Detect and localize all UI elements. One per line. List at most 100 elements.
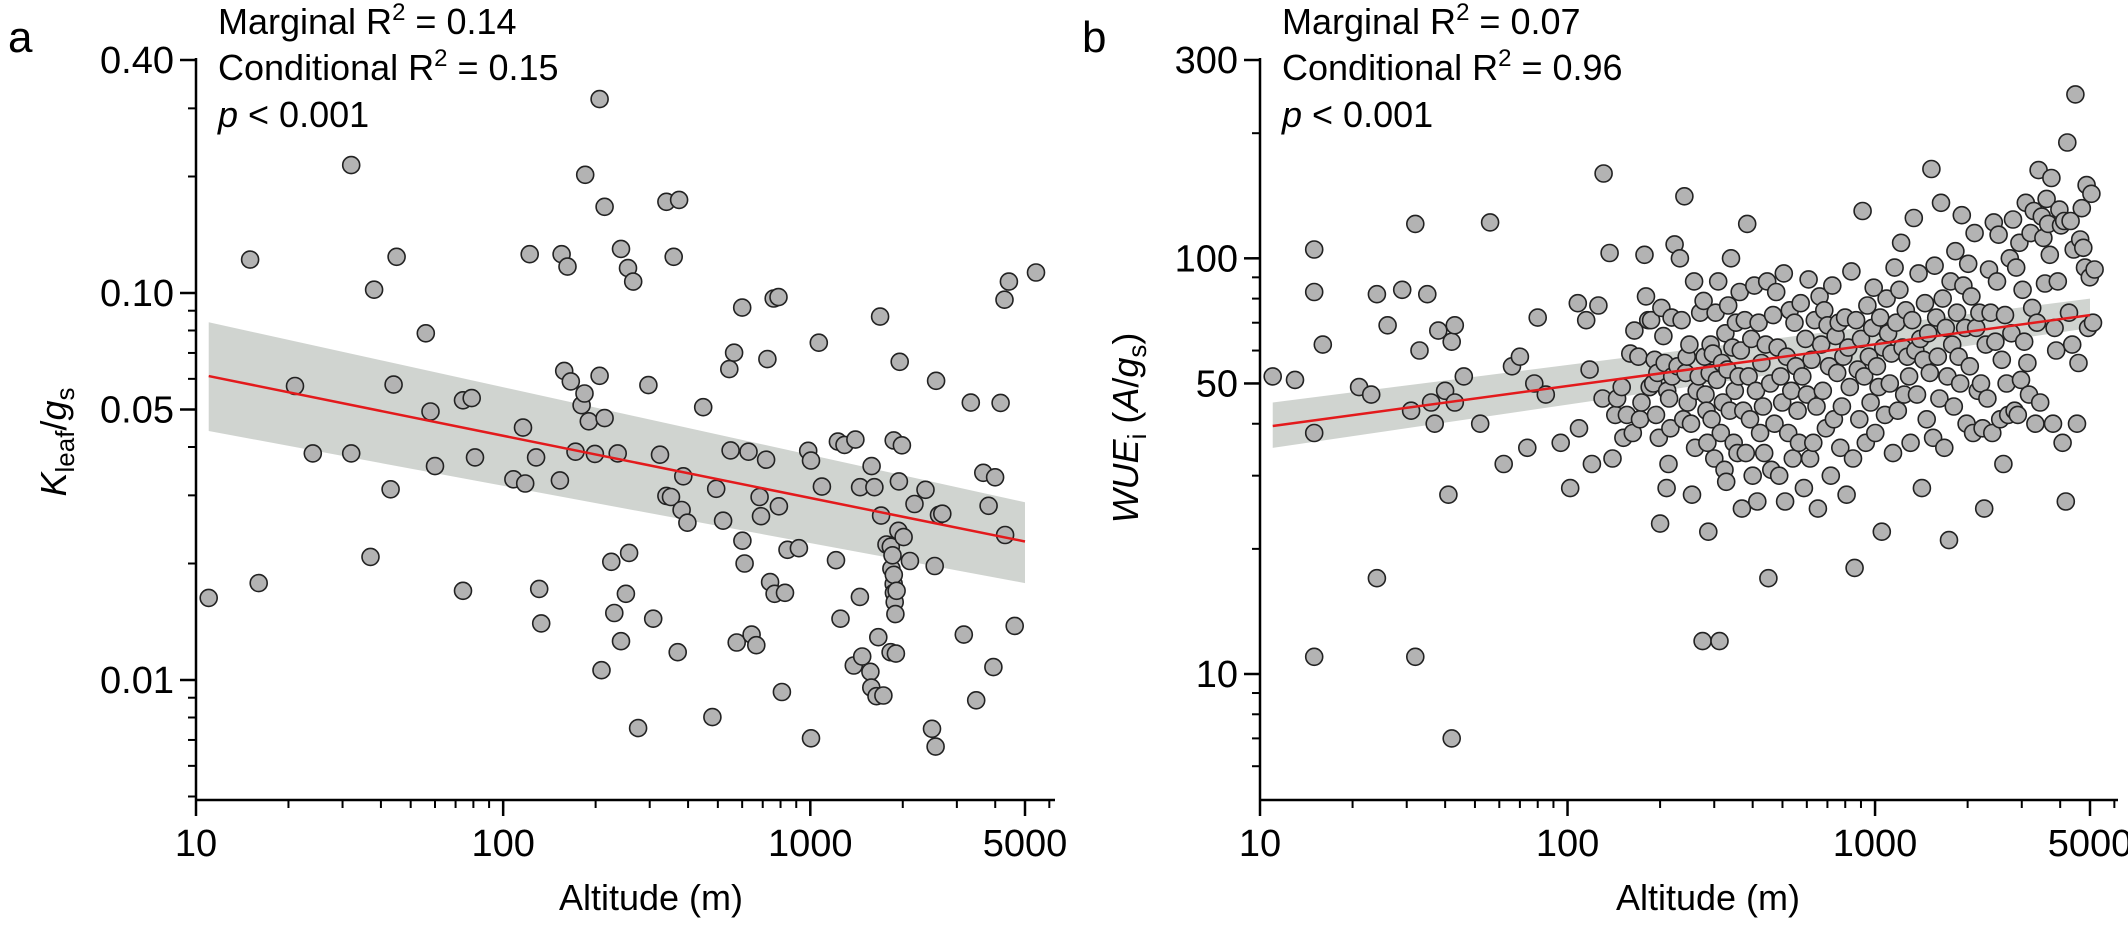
data-point	[611, 239, 631, 259]
data-point	[862, 456, 881, 476]
data-point	[2011, 370, 2031, 390]
panel-a-fit-line	[208, 374, 1026, 543]
data-point	[733, 531, 752, 551]
data-point	[1732, 499, 1752, 518]
data-point	[1736, 443, 1756, 463]
data-point	[721, 441, 740, 460]
data-point	[1966, 318, 1986, 338]
x-tick-label: 100	[471, 823, 534, 865]
data-point	[616, 584, 636, 604]
data-point	[1594, 164, 1613, 183]
data-point	[1672, 310, 1691, 330]
data-point	[1632, 393, 1651, 412]
data-point	[1603, 449, 1622, 468]
data-point	[1785, 313, 1804, 333]
data-point	[1600, 243, 1619, 263]
data-point	[1831, 438, 1850, 458]
data-point	[1899, 367, 1919, 386]
data-point	[1569, 418, 1589, 438]
data-point	[1813, 381, 1833, 401]
data-point	[922, 719, 942, 739]
panel-b-conditional-r2: Conditional R2 = 0.96	[1282, 45, 1623, 88]
data-point	[703, 707, 722, 727]
data-point	[2074, 238, 2093, 258]
data-point	[1930, 389, 1949, 408]
y-tick-label: 50	[1196, 363, 1238, 405]
data-point	[513, 418, 533, 437]
data-point	[1774, 264, 1794, 283]
data-point	[643, 609, 663, 629]
data-point	[531, 614, 551, 633]
data-point	[1912, 478, 1932, 498]
data-point	[894, 527, 913, 547]
data-point	[693, 397, 713, 417]
data-point	[1304, 647, 1324, 667]
data-point	[1775, 492, 1795, 511]
panel-a-p-value: p < 0.001	[217, 94, 369, 135]
data-point	[2058, 133, 2077, 152]
data-point	[2062, 335, 2082, 354]
data-point	[1657, 478, 1676, 498]
data-point	[664, 247, 684, 267]
data-point	[850, 587, 870, 607]
panel-b-regression-line	[1272, 313, 2091, 428]
data-point	[1986, 332, 2005, 352]
data-point	[1367, 284, 1387, 304]
panel-b-letter: b	[1082, 13, 1106, 62]
x-tick-label: 1000	[1833, 823, 1918, 865]
data-point	[900, 551, 920, 571]
data-point	[1808, 499, 1828, 518]
data-point	[1933, 289, 1952, 308]
data-point	[732, 298, 752, 317]
data-point	[966, 690, 986, 710]
data-point	[1510, 347, 1530, 367]
data-point	[2066, 85, 2085, 104]
data-point	[758, 349, 777, 369]
panel-b-fit-line	[1272, 313, 2091, 428]
data-point	[1935, 438, 1954, 458]
data-point	[870, 307, 890, 326]
data-point	[2072, 198, 2092, 218]
x-tick-label: 10	[1239, 823, 1281, 865]
data-point	[1925, 256, 1944, 276]
panel-a-y-axis-title: Kleaf/gs	[33, 388, 80, 497]
data-point	[2018, 353, 2037, 373]
data-point	[801, 451, 821, 470]
data-point	[1749, 313, 1768, 333]
data-point	[595, 197, 614, 217]
panel-a-regression-line	[208, 374, 1026, 543]
data-point	[1304, 282, 1324, 302]
data-point	[746, 635, 766, 655]
data-point	[1418, 284, 1437, 304]
data-point	[590, 366, 609, 386]
data-point	[364, 280, 384, 300]
x-tick-label: 100	[1536, 823, 1599, 865]
data-point	[1992, 350, 2012, 370]
data-point	[1752, 353, 1771, 373]
data-point	[2085, 260, 2104, 279]
data-point	[984, 657, 1003, 677]
data-point	[1909, 264, 1928, 283]
data-point	[1589, 296, 1608, 315]
data-point	[561, 372, 581, 391]
y-tick-label: 100	[1175, 238, 1238, 280]
data-point	[719, 359, 739, 379]
data-point	[1518, 438, 1537, 458]
data-point	[890, 352, 910, 372]
y-tick-label: 10	[1196, 654, 1238, 696]
data-point	[1804, 433, 1823, 453]
data-point	[1740, 409, 1760, 429]
data-point	[1853, 201, 1872, 221]
data-point	[1840, 377, 1860, 397]
data-point	[1791, 293, 1810, 313]
data-point	[1636, 287, 1656, 306]
data-point	[526, 448, 546, 467]
data-point	[1682, 485, 1702, 505]
data-point	[1378, 315, 1397, 335]
data-point	[1629, 347, 1648, 367]
data-point	[852, 647, 872, 666]
data-point	[661, 487, 681, 507]
data-point	[2030, 393, 2050, 412]
data-point	[1850, 409, 1869, 429]
data-point	[925, 556, 945, 576]
